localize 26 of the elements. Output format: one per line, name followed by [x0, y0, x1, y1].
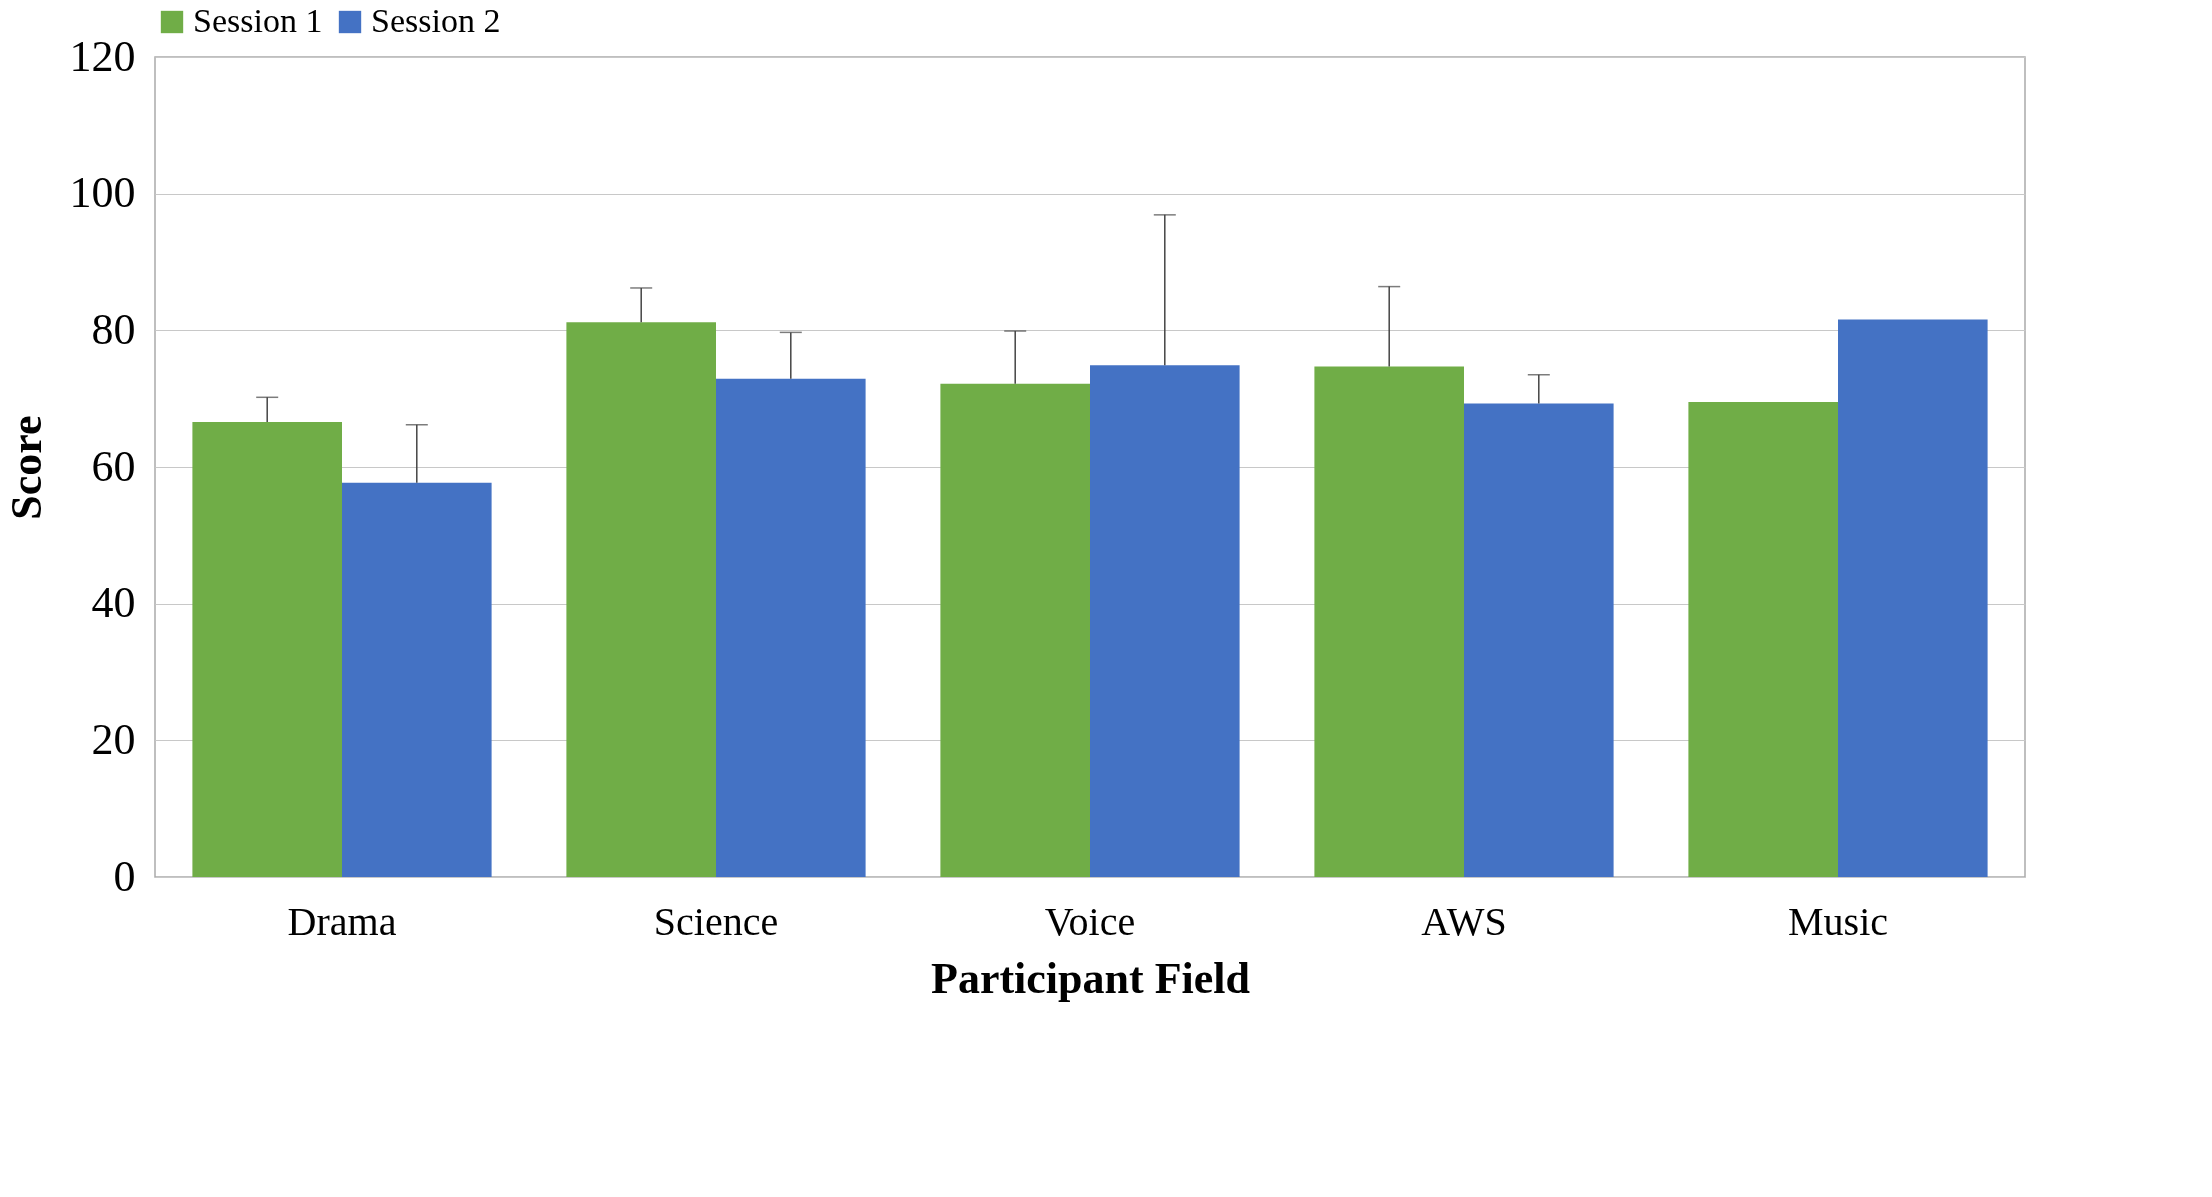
bar [1464, 403, 1614, 877]
y-axis-title: Score [1, 415, 51, 520]
bar [342, 482, 492, 877]
legend-label: Session 1 [193, 2, 323, 39]
y-tick-label: 20 [91, 714, 136, 764]
x-axis-title: Participant Field [931, 953, 1250, 1003]
y-tick-label: 40 [91, 578, 136, 628]
bar [716, 378, 866, 877]
legend-label: Session 2 [371, 2, 501, 39]
bar [1090, 365, 1240, 877]
x-tick-label: AWS [1421, 898, 1507, 944]
x-tick-label: Music [1788, 898, 1888, 944]
bar [940, 383, 1090, 877]
bar [566, 322, 716, 877]
bar [192, 421, 342, 877]
x-tick-label: Science [653, 898, 779, 944]
bar [1314, 366, 1464, 877]
bar [1688, 402, 1838, 877]
y-tick-label: 120 [69, 31, 136, 81]
x-tick-label: Drama [287, 898, 397, 944]
y-tick-label: 100 [69, 168, 136, 218]
y-tick-label: 80 [91, 304, 136, 354]
bar [1838, 319, 1988, 877]
x-tick-label: Voice [1044, 898, 1136, 944]
y-tick-label: 0 [113, 851, 136, 901]
y-tick-label: 60 [91, 441, 136, 491]
